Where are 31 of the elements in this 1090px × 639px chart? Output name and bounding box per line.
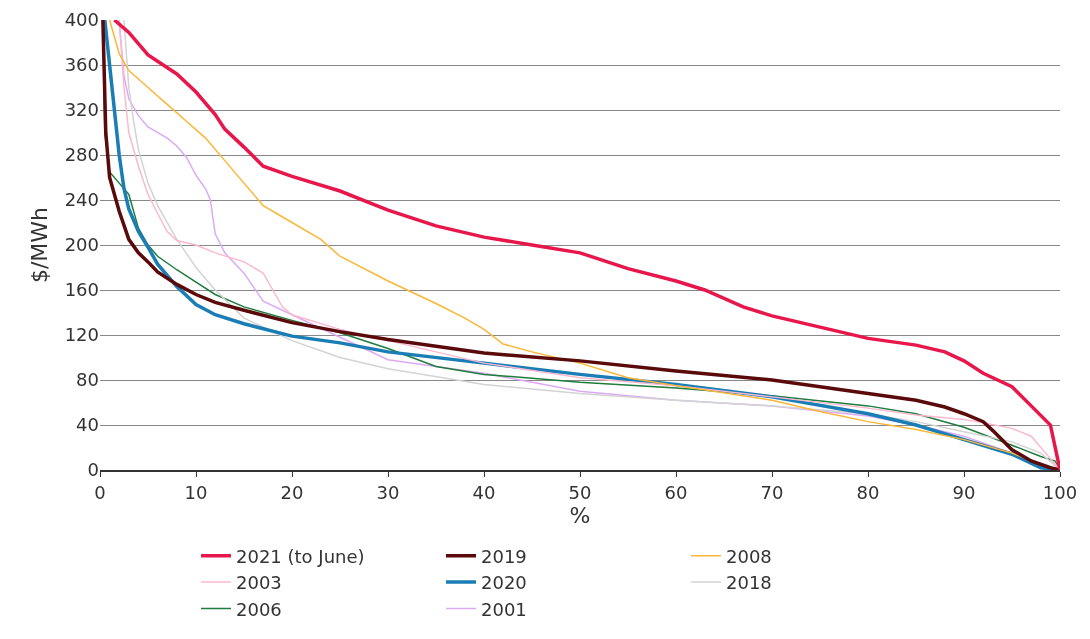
y-tick-label: 0 [87, 459, 99, 481]
y-tick-label: 160 [64, 279, 99, 301]
x-tick-label: 40 [472, 481, 496, 503]
y-tick-label: 320 [64, 99, 99, 121]
x-tick-label: 60 [664, 481, 688, 503]
y-tick-label: 280 [64, 144, 99, 166]
y-tick-label: 120 [64, 324, 99, 346]
legend-label: 2020 [481, 572, 527, 594]
legend-label: 2021 (to June) [236, 545, 365, 567]
x-tick-label: 10 [184, 481, 208, 503]
x-tick-label: 80 [856, 481, 880, 503]
y-tick-label: 360 [64, 54, 99, 76]
x-tick-label: 100 [1042, 481, 1078, 503]
legend-label: 2003 [236, 572, 282, 594]
y-tick-label: 200 [64, 234, 99, 256]
x-tick-label: 90 [952, 481, 976, 503]
legend-label: 2001 [481, 598, 527, 620]
legend-label: 2018 [726, 572, 772, 594]
legend-label: 2008 [726, 545, 772, 567]
legend-label: 2006 [236, 598, 282, 620]
x-tick-label: 20 [280, 481, 304, 503]
x-tick-label: 50 [568, 481, 592, 503]
y-tick-label: 80 [76, 369, 99, 391]
x-tick-label: 30 [376, 481, 400, 503]
y-tick-label: 240 [64, 189, 99, 211]
legend-label: 2019 [481, 545, 527, 567]
x-axis-title: % [569, 502, 591, 528]
x-tick-label: 70 [760, 481, 784, 503]
y-tick-label: 40 [76, 414, 99, 436]
y-tick-label: 400 [64, 9, 99, 31]
y-axis-title: $/MWh [27, 206, 53, 284]
